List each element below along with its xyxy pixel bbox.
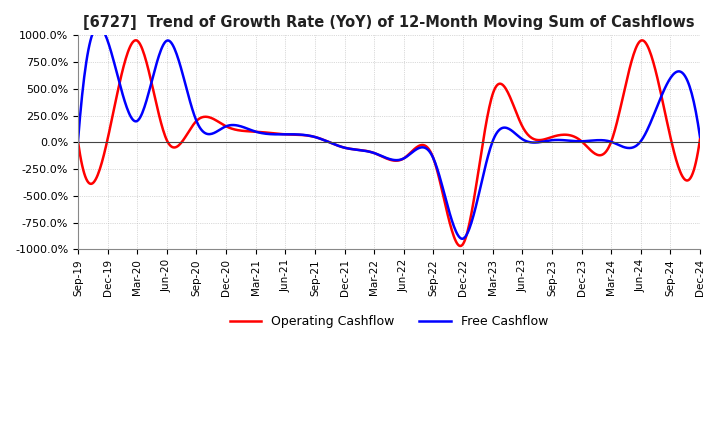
Free Cashflow — [356, 147, 365, 153]
Free Cashflow — [73, 139, 82, 144]
Operating Cashflow — [696, 136, 704, 142]
Operating Cashflow — [544, 136, 553, 141]
Free Cashflow — [458, 236, 467, 242]
Free Cashflow — [441, 196, 450, 201]
Operating Cashflow — [441, 203, 450, 209]
Free Cashflow — [185, 95, 194, 101]
Operating Cashflow — [491, 85, 500, 90]
Operating Cashflow — [235, 128, 243, 133]
Free Cashflow — [696, 134, 704, 139]
Operating Cashflow — [185, 128, 194, 134]
Line: Operating Cashflow: Operating Cashflow — [78, 40, 700, 246]
Operating Cashflow — [356, 147, 365, 153]
Line: Free Cashflow: Free Cashflow — [78, 26, 700, 239]
Title: [6727]  Trend of Growth Rate (YoY) of 12-Month Moving Sum of Cashflows: [6727] Trend of Growth Rate (YoY) of 12-… — [84, 15, 695, 30]
Operating Cashflow — [456, 243, 464, 249]
Free Cashflow — [491, 132, 500, 138]
Free Cashflow — [544, 138, 553, 143]
Free Cashflow — [94, 23, 103, 29]
Operating Cashflow — [132, 38, 140, 43]
Legend: Operating Cashflow, Free Cashflow: Operating Cashflow, Free Cashflow — [225, 310, 553, 333]
Operating Cashflow — [73, 139, 82, 144]
Free Cashflow — [235, 123, 243, 128]
